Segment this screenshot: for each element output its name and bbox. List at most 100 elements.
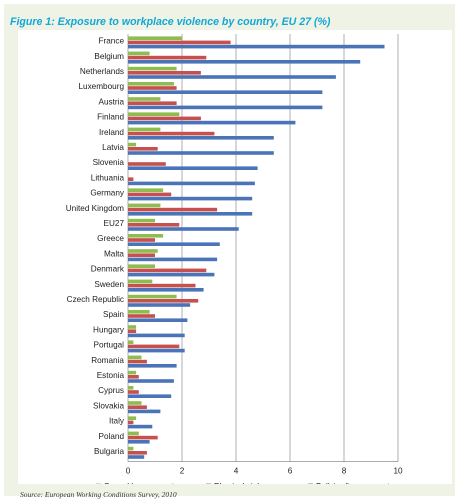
bar-netherlands-bullying-harassment <box>128 75 336 79</box>
bar-slovakia-bullying-harassment <box>128 409 161 414</box>
bar-austria-bullying-harassment <box>128 105 323 110</box>
category-label-netherlands: Netherlands <box>80 67 124 76</box>
bar-sweden-sexual-harassment <box>128 279 153 284</box>
x-tick-label-6: 6 <box>288 467 293 476</box>
figure-title: Figure 1: Exposure to workplace violence… <box>10 16 331 28</box>
bar-cyprus-physical-violence <box>128 390 139 394</box>
bar-estonia-sexual-harassment <box>128 370 137 375</box>
legend-label-bullying-harassment: Bullying/harassment <box>316 482 390 484</box>
category-label-finland: Finland <box>97 113 124 122</box>
bar-poland-bullying-harassment <box>128 440 150 444</box>
category-label-germany: Germany <box>90 189 125 198</box>
category-label-malta: Malta <box>104 249 124 258</box>
category-label-slovenia: Slovenia <box>93 158 125 167</box>
bar-latvia-sexual-harassment <box>128 142 137 147</box>
bar-belgium-sexual-harassment <box>128 51 150 56</box>
bar-luxembourg-sexual-harassment <box>128 82 174 86</box>
bar-poland-physical-violence <box>128 435 158 440</box>
category-label-latvia: Latvia <box>102 143 124 152</box>
bar-france-sexual-harassment <box>128 36 182 40</box>
bar-hungary-physical-violence <box>128 329 137 333</box>
category-label-united-kingdom: United Kingdom <box>66 204 124 213</box>
category-label-portugal: Portugal <box>94 341 125 350</box>
bar-cyprus-bullying-harassment <box>128 394 172 398</box>
category-label-eu27: EU27 <box>104 219 125 228</box>
category-label-poland: Poland <box>99 432 125 441</box>
category-label-luxembourg: Luxembourg <box>78 82 124 91</box>
bar-slovenia-bullying-harassment <box>128 166 258 170</box>
bar-germany-bullying-harassment <box>128 196 253 201</box>
source-note: Source: European Working Conditions Surv… <box>20 490 177 499</box>
category-label-denmark: Denmark <box>91 265 125 274</box>
bar-germany-sexual-harassment <box>128 188 164 192</box>
bar-malta-sexual-harassment <box>128 249 158 253</box>
bar-france-bullying-harassment <box>128 44 385 49</box>
bar-spain-physical-violence <box>128 314 155 318</box>
bar-czech-republic-sexual-harassment <box>128 294 177 299</box>
bar-bulgaria-bullying-harassment <box>128 455 145 459</box>
category-label-czech-republic: Czech Republic <box>67 295 124 304</box>
bar-greece-bullying-harassment <box>128 242 220 246</box>
bar-hungary-sexual-harassment <box>128 325 137 329</box>
bar-slovakia-physical-violence <box>128 405 147 409</box>
bar-luxembourg-physical-violence <box>128 86 177 90</box>
bar-spain-sexual-harassment <box>128 310 150 314</box>
bar-ireland-physical-violence <box>128 131 215 136</box>
bar-united-kingdom-bullying-harassment <box>128 212 253 216</box>
x-tick-label-0: 0 <box>126 467 131 476</box>
x-tick-label-10: 10 <box>393 467 403 476</box>
bar-finland-physical-violence <box>128 116 201 121</box>
bar-cyprus-sexual-harassment <box>128 386 134 390</box>
bar-lithuania-bullying-harassment <box>128 181 255 186</box>
bar-italy-sexual-harassment <box>128 416 137 420</box>
bar-luxembourg-bullying-harassment <box>128 90 323 94</box>
category-label-belgium: Belgium <box>94 52 124 61</box>
legend-label-physical-violence: Physical violence <box>214 482 277 484</box>
bar-lithuania-physical-violence <box>128 177 134 181</box>
bar-denmark-physical-violence <box>128 268 207 273</box>
bar-romania-sexual-harassment <box>128 355 142 360</box>
bar-greece-physical-violence <box>128 238 155 242</box>
bar-sweden-bullying-harassment <box>128 288 204 292</box>
bar-eu27-bullying-harassment <box>128 227 239 231</box>
bar-denmark-sexual-harassment <box>128 264 155 268</box>
bar-netherlands-physical-violence <box>128 71 201 75</box>
bar-romania-bullying-harassment <box>128 364 177 368</box>
bar-latvia-physical-violence <box>128 147 158 151</box>
bar-latvia-bullying-harassment <box>128 151 274 155</box>
bar-ireland-sexual-harassment <box>128 127 161 132</box>
bar-malta-physical-violence <box>128 253 155 257</box>
bar-italy-bullying-harassment <box>128 424 153 429</box>
bar-bulgaria-physical-violence <box>128 451 147 455</box>
category-label-cyprus: Cyprus <box>98 386 124 395</box>
bar-portugal-physical-violence <box>128 344 180 349</box>
chart-plot-area: 0 2 4 6 8 10 France Belgium Netherlands Luxembour… <box>18 30 452 484</box>
x-tick-label-2: 2 <box>180 467 185 476</box>
category-label-spain: Spain <box>103 310 124 319</box>
bar-romania-physical-violence <box>128 359 147 364</box>
bar-portugal-bullying-harassment <box>128 348 185 353</box>
bar-denmark-bullying-harassment <box>128 272 215 277</box>
category-label-italy: Italy <box>109 417 125 426</box>
category-label-lithuania: Lithuania <box>91 173 125 182</box>
bar-eu27-sexual-harassment <box>128 218 155 223</box>
bar-spain-bullying-harassment <box>128 318 188 322</box>
bar-bulgaria-sexual-harassment <box>128 446 134 451</box>
category-label-slovakia: Slovakia <box>93 401 124 410</box>
category-label-ireland: Ireland <box>99 128 124 137</box>
category-label-romania: Romania <box>91 356 124 365</box>
bar-belgium-physical-violence <box>128 55 207 60</box>
bar-austria-physical-violence <box>128 101 177 105</box>
category-label-sweden: Sweden <box>94 280 124 289</box>
x-tick-label-8: 8 <box>342 467 347 476</box>
category-label-bulgaria: Bulgaria <box>94 447 124 456</box>
bar-malta-bullying-harassment <box>128 257 218 262</box>
category-label-austria: Austria <box>99 97 125 106</box>
category-label-france: France <box>99 37 125 46</box>
bar-estonia-bullying-harassment <box>128 379 174 383</box>
bar-hungary-bullying-harassment <box>128 333 185 338</box>
bar-finland-bullying-harassment <box>128 120 296 125</box>
bar-netherlands-sexual-harassment <box>128 66 177 71</box>
bar-belgium-bullying-harassment <box>128 60 361 64</box>
bar-italy-physical-violence <box>128 420 134 425</box>
